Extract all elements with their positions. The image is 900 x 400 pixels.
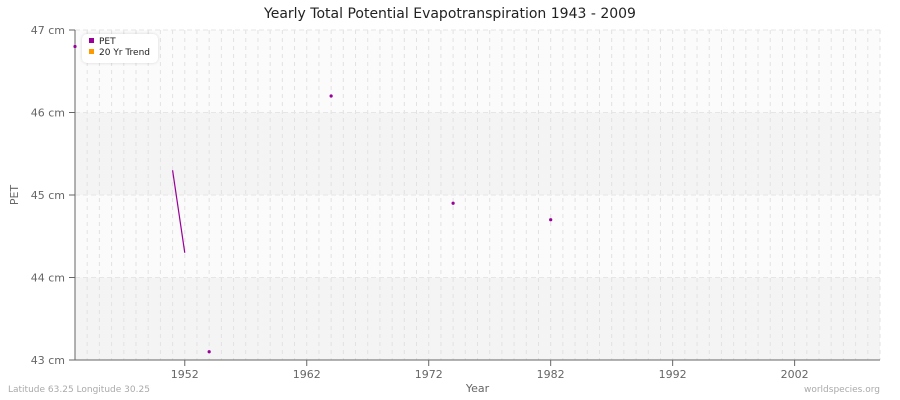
chart-title: Yearly Total Potential Evapotranspiratio… — [264, 6, 636, 22]
pet-line — [171, 170, 186, 253]
pet-swatch-icon — [89, 38, 94, 43]
pet-point — [329, 94, 333, 98]
legend: PET 20 Yr Trend — [82, 34, 159, 63]
legend-item-pet: PET — [89, 37, 150, 48]
y-tick-label: 43 cm — [31, 354, 65, 367]
x-tick-label: 1992 — [659, 368, 687, 381]
legend-item-trend: 20 Yr Trend — [89, 48, 150, 59]
y-tick-label: 45 cm — [31, 189, 65, 202]
x-tick-label: 2002 — [781, 368, 809, 381]
x-tick-label: 1952 — [171, 368, 199, 381]
pet-point — [73, 44, 77, 49]
x-tick-label: 1982 — [537, 368, 565, 381]
y-tick-label: 44 cm — [31, 272, 65, 285]
trend-swatch-icon — [89, 49, 94, 54]
pet-point — [549, 218, 553, 222]
source-label: worldspecies.org — [803, 385, 880, 395]
y-axis-label: PET — [8, 185, 21, 206]
pet-point — [451, 201, 455, 205]
y-tick-label: 47 cm — [31, 24, 65, 37]
x-tick-label: 1972 — [415, 368, 443, 381]
y-tick-label: 46 cm — [31, 107, 65, 120]
x-axis-label: Year — [465, 382, 490, 395]
pet-point — [207, 350, 211, 354]
location-label: Latitude 63.25 Longitude 30.25 — [8, 385, 150, 395]
x-tick-label: 1962 — [293, 368, 321, 381]
